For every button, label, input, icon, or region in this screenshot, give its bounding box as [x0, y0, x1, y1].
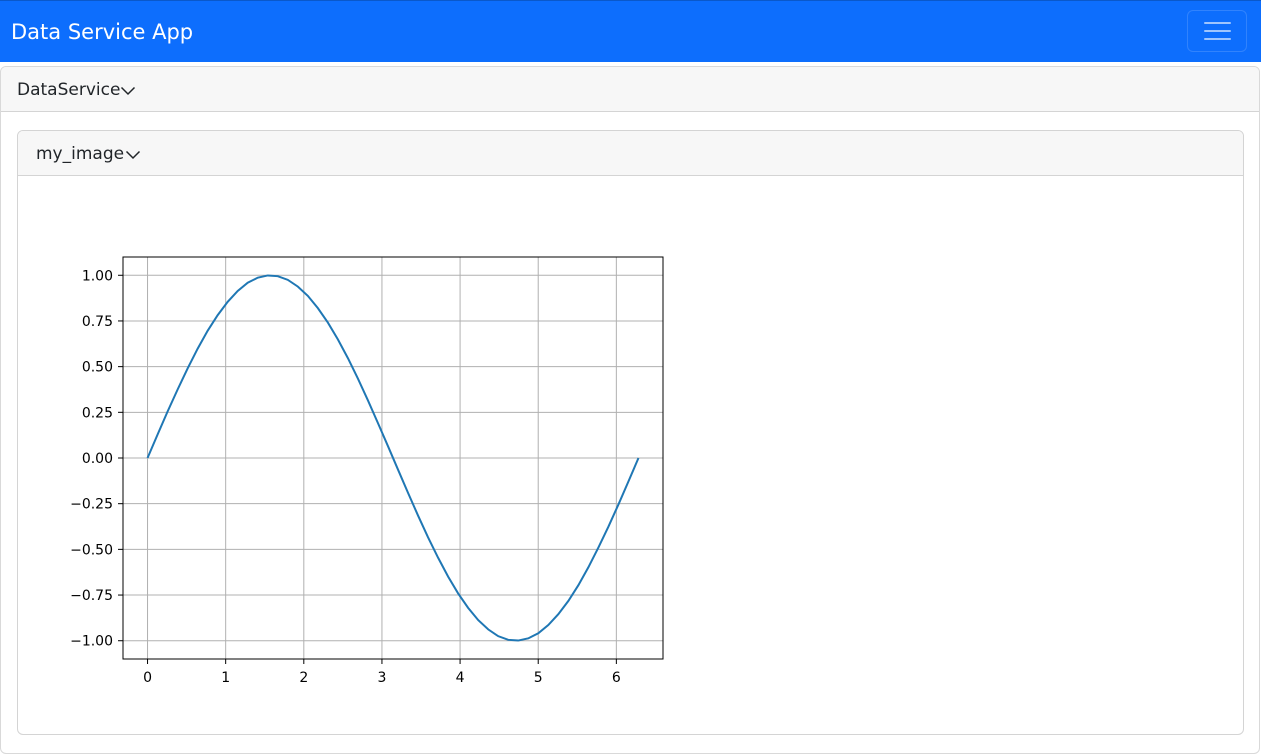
y-tick-label: −1.00 — [70, 634, 113, 650]
y-tick-label: −0.75 — [70, 588, 113, 604]
chevron-down-icon — [120, 86, 136, 96]
dataservice-panel-header[interactable]: DataService — [1, 67, 1259, 112]
sine-wave-chart: 0 1 2 3 4 5 6 1.00 0.75 0.50 0.25 0.00 −0.25 −0.50 −0.… — [70, 256, 664, 686]
navbar: Data Service App — [0, 0, 1261, 62]
y-tick-label: −0.50 — [70, 542, 113, 558]
x-tick-label: 4 — [456, 670, 465, 686]
x-tick-label: 3 — [377, 670, 386, 686]
chart-grid — [123, 257, 663, 659]
chart-ticks: 0 1 2 3 4 5 6 1.00 0.75 0.50 0.25 0.00 −0.25 −0.50 −0.… — [70, 268, 621, 686]
y-tick-label: −0.25 — [70, 497, 113, 513]
my-image-panel: my_image — [17, 130, 1244, 735]
chevron-down-icon — [125, 150, 141, 160]
x-tick-label: 1 — [221, 670, 230, 686]
dataservice-panel-title: DataService — [17, 80, 121, 100]
my-image-panel-title: my_image — [36, 144, 125, 164]
x-tick-label: 0 — [143, 670, 152, 686]
my-image-panel-header[interactable]: my_image — [18, 131, 1243, 176]
y-tick-label: 0.00 — [82, 451, 113, 467]
y-tick-label: 0.75 — [82, 314, 113, 330]
y-tick-label: 0.50 — [82, 360, 113, 376]
dataservice-panel: DataService my_image — [0, 66, 1260, 754]
y-tick-label: 1.00 — [82, 268, 113, 284]
navbar-toggler-button[interactable] — [1187, 10, 1247, 52]
series-line — [146, 274, 640, 642]
navbar-brand[interactable]: Data Service App — [11, 20, 194, 44]
x-tick-label: 5 — [534, 670, 543, 686]
x-tick-label: 6 — [612, 670, 621, 686]
x-tick-label: 2 — [299, 670, 308, 686]
y-tick-label: 0.25 — [82, 405, 113, 421]
